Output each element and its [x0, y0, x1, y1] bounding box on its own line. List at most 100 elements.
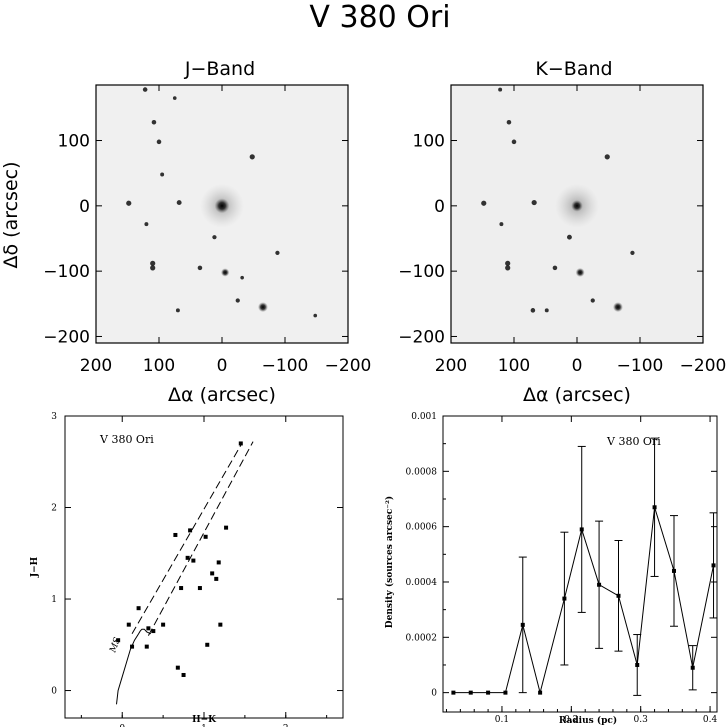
j-band-star	[275, 250, 280, 255]
cc-data-point	[191, 558, 196, 563]
color-color-panel: 0 1 2 0 1 2 3 V 380 Ori MS H−K J−H	[30, 412, 344, 727]
j-band-star	[257, 302, 268, 313]
k-band-star	[530, 308, 536, 313]
j-band-star	[313, 313, 318, 318]
cc-y-tick-label: 2	[51, 504, 57, 514]
density-point	[503, 690, 508, 695]
cc-data-point	[146, 626, 151, 631]
dens-x-tick-label: 0.2	[564, 715, 578, 725]
k-band-x-tick-label: 200	[435, 356, 467, 376]
k-band-star	[612, 302, 623, 313]
cc-data-point	[218, 622, 223, 627]
k-band-xlabel: Δα (arcsec)	[523, 384, 631, 406]
cc-x-tick-label: 1	[201, 724, 207, 727]
j-band-star	[151, 119, 157, 125]
j-band-axes: 200 100 0 −100 −200 100 0 −100 −200	[43, 85, 371, 376]
j-band-star	[150, 265, 156, 271]
k-band-star	[506, 119, 512, 125]
j-band-star	[240, 275, 244, 280]
j-band-star	[156, 139, 162, 145]
k-band-panel: K−Band 200 100 0 −100 −200 100 0 −100 −200 Δα (a…	[398, 58, 726, 406]
j-band-star	[144, 222, 149, 227]
j-band-x-tick-label: 100	[143, 356, 175, 376]
reddening-line	[147, 441, 254, 636]
dens-y-tick-label: 0.0006	[406, 523, 438, 533]
cc-data-point	[161, 622, 166, 627]
j-band-panel: J−Band 200 100 0 −100 −200 100 0 −100 −200 Δα (a…	[0, 58, 371, 406]
cc-data-point	[144, 644, 149, 649]
j-band-ylabel: Δδ (arcsec)	[0, 161, 22, 268]
density-point	[579, 527, 584, 532]
cc-x-tick-label: 2	[283, 724, 289, 727]
k-band-title: K−Band	[535, 58, 612, 80]
j-band-star	[160, 172, 165, 177]
j-band-star	[150, 260, 156, 266]
density-axes: 0.1 0.2 0.3 0.4 0 0.0002 0.0004 0.0006 0.0008 0.0…	[406, 412, 718, 725]
j-band-y-tick-label: 0	[79, 197, 90, 217]
cc-data-point	[210, 571, 215, 576]
cc-data-point	[238, 441, 243, 446]
color-color-lines	[116, 441, 254, 705]
cc-data-point	[175, 665, 180, 670]
dens-x-tick-label: 0.4	[703, 715, 718, 725]
color-color-axes: 0 1 2 0 1 2 3	[51, 412, 343, 727]
k-band-star	[531, 199, 537, 206]
cc-data-point	[214, 576, 219, 581]
cc-y-tick-label: 1	[51, 595, 57, 605]
j-band-y-tick-label: −200	[43, 327, 90, 347]
cc-data-point	[179, 586, 184, 591]
k-band-x-tick-label: 100	[498, 356, 530, 376]
j-band-title: J−Band	[184, 58, 255, 80]
cc-data-point	[181, 672, 186, 677]
j-band-x-tick-label: −200	[325, 356, 372, 376]
k-band-y-tick-label: 0	[434, 197, 445, 217]
j-band-star	[220, 268, 230, 277]
k-band-star	[590, 298, 595, 303]
j-band-xlabel: Δα (arcsec)	[168, 384, 276, 406]
cc-data-point	[205, 642, 210, 647]
cc-data-point	[116, 638, 121, 643]
k-band-star	[630, 250, 635, 255]
main-sequence-curve	[116, 628, 152, 705]
k-band-stars	[481, 87, 635, 313]
cc-data-point	[126, 622, 131, 627]
cc-data-point	[224, 525, 229, 530]
cc-y-tick-label: 3	[51, 412, 57, 422]
density-panel: 0.1 0.2 0.3 0.4 0 0.0002 0.0004 0.0006 0.0008 0.0…	[384, 412, 718, 726]
density-point	[451, 690, 456, 695]
density-point	[711, 563, 716, 568]
dens-y-tick-label: 0	[431, 689, 437, 699]
cc-data-point	[197, 586, 202, 591]
dens-y-tick-label: 0.0008	[406, 467, 438, 477]
cc-data-point	[216, 560, 221, 565]
dens-y-tick-label: 0.0002	[406, 633, 438, 643]
density-point	[486, 690, 491, 695]
k-band-x-tick-label: −200	[680, 356, 727, 376]
cc-x-tick-label: 0	[119, 724, 125, 727]
color-color-points	[116, 441, 243, 677]
dens-y-tick-label: 0.001	[411, 412, 437, 422]
k-band-star	[481, 200, 487, 206]
j-band-y-tick-label: −100	[43, 262, 90, 282]
k-band-star	[571, 200, 583, 212]
j-band-star	[214, 198, 230, 214]
dens-x-tick-label: 0.1	[495, 715, 509, 725]
k-band-star	[567, 234, 572, 240]
k-band-x-tick-label: −100	[617, 356, 664, 376]
cc-data-point	[185, 555, 190, 560]
density-point	[635, 662, 640, 667]
density-point	[468, 690, 473, 695]
density-point	[520, 622, 525, 627]
cc-data-point	[151, 629, 156, 634]
color-color-ylabel: J−H	[30, 556, 40, 578]
j-band-x-tick-label: 0	[217, 356, 228, 376]
page-title: V 380 Ori	[309, 0, 450, 35]
density-point	[538, 690, 543, 695]
j-band-star	[176, 200, 182, 206]
k-band-y-tick-label: 100	[413, 132, 445, 152]
k-band-axes: 200 100 0 −100 −200 100 0 −100 −200	[398, 85, 726, 376]
color-color-xlabel: H−K	[192, 715, 217, 725]
cc-data-point	[203, 534, 208, 539]
k-band-star	[544, 308, 549, 313]
cc-y-tick-label: 0	[51, 687, 57, 697]
